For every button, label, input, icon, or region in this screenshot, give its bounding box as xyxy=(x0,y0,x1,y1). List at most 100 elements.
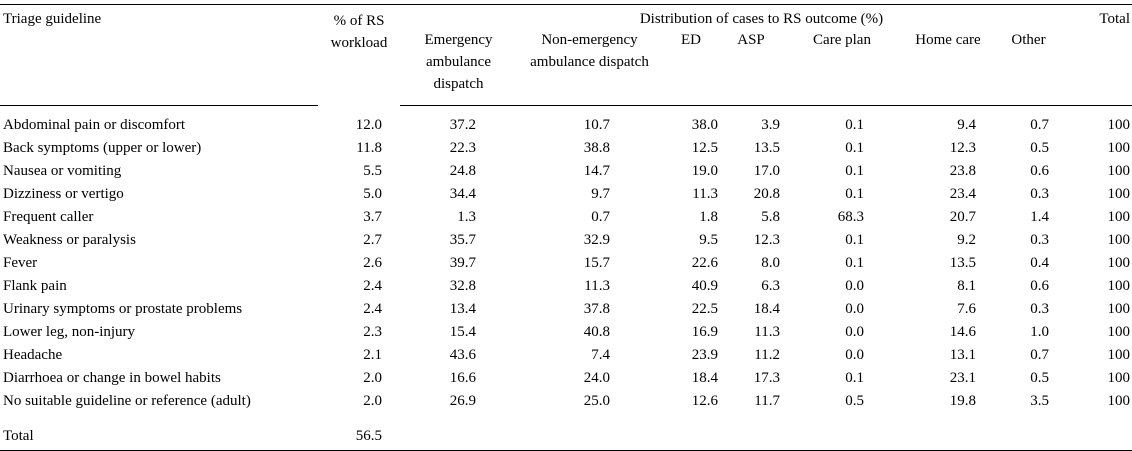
total-workload: 56.5 xyxy=(318,421,400,451)
table-row: Lower leg, non-injury 2.3 15.4 40.8 16.9 11.3… xyxy=(0,321,1132,344)
cell-other: 3.5 xyxy=(1030,393,1049,409)
cell-non-emergency: 15.7 xyxy=(583,255,610,271)
cell-workload: 11.8 xyxy=(356,140,382,156)
cell-emergency: 16.6 xyxy=(449,370,476,386)
table-row: Headache 2.1 43.6 7.4 23.9 11.2 0.0 13.1 0.7 100 xyxy=(0,344,1132,367)
cell-care-plan: 0.0 xyxy=(845,324,864,340)
cell-guideline: Headache xyxy=(3,347,63,363)
cell-total: 100 xyxy=(1107,209,1131,225)
cell-care-plan: 0.1 xyxy=(845,117,864,133)
cell-home-care: 23.8 xyxy=(949,163,976,179)
header-total: Total xyxy=(1063,4,1132,29)
cell-ed: 22.5 xyxy=(691,301,718,317)
cell-other: 0.6 xyxy=(1030,278,1049,294)
table-row: Weakness or paralysis 2.7 35.7 32.9 9.5 12.3 0… xyxy=(0,229,1132,252)
cell-asp: 3.9 xyxy=(761,117,780,133)
cell-ed: 1.8 xyxy=(699,209,718,225)
cell-emergency: 13.4 xyxy=(449,301,476,317)
cell-guideline: Back symptoms (upper or lower) xyxy=(3,140,202,156)
table-row: Abdominal pain or discomfort 12.0 37.2 10.7… xyxy=(0,106,1132,138)
table-row: Back symptoms (upper or lower) 11.8 22.3 38… xyxy=(0,137,1132,160)
cell-guideline: Nausea or vomiting xyxy=(3,163,122,179)
cell-other: 0.7 xyxy=(1030,347,1049,363)
cell-ed: 12.6 xyxy=(691,393,718,409)
cell-guideline: Fever xyxy=(3,255,38,271)
header-other: Other xyxy=(994,29,1063,106)
cell-home-care: 8.1 xyxy=(957,278,976,294)
cell-care-plan: 0.1 xyxy=(845,186,864,202)
cell-care-plan: 0.1 xyxy=(845,370,864,386)
cell-ed: 18.4 xyxy=(691,370,718,386)
cell-emergency: 15.4 xyxy=(449,324,476,340)
cell-ed: 11.3 xyxy=(692,186,718,202)
cell-asp: 8.0 xyxy=(761,255,780,271)
cell-asp: 11.3 xyxy=(754,324,780,340)
cell-asp: 17.0 xyxy=(753,163,780,179)
cell-home-care: 23.4 xyxy=(949,186,976,202)
cell-ed: 38.0 xyxy=(691,117,718,133)
cell-non-emergency: 11.3 xyxy=(584,278,610,294)
table-row: Urinary symptoms or prostate problems 2.4… xyxy=(0,298,1132,321)
cell-other: 0.6 xyxy=(1030,163,1049,179)
header-ed: ED xyxy=(662,29,720,106)
cell-ed: 9.5 xyxy=(699,232,718,248)
cell-guideline: Urinary symptoms or prostate problems xyxy=(3,301,243,317)
total-label: Total xyxy=(0,421,318,451)
cell-workload: 2.0 xyxy=(363,393,382,409)
cell-home-care: 13.5 xyxy=(949,255,976,271)
cell-workload: 2.4 xyxy=(363,301,382,317)
table-row: No suitable guideline or reference (adul… xyxy=(0,390,1132,413)
cell-asp: 20.8 xyxy=(753,186,780,202)
cell-workload: 5.0 xyxy=(363,186,382,202)
cell-other: 1.4 xyxy=(1030,209,1049,225)
cell-home-care: 19.8 xyxy=(949,393,976,409)
cell-care-plan: 0.1 xyxy=(845,255,864,271)
cell-asp: 5.8 xyxy=(761,209,780,225)
cell-care-plan: 68.3 xyxy=(837,209,864,225)
cell-ed: 19.0 xyxy=(691,163,718,179)
cell-other: 0.7 xyxy=(1030,117,1049,133)
triage-guideline-table: Triage guideline % of RS workload Distri… xyxy=(0,4,1132,451)
cell-guideline: Flank pain xyxy=(3,278,67,294)
cell-workload: 2.4 xyxy=(363,278,382,294)
cell-workload: 2.1 xyxy=(363,347,382,363)
cell-total: 100 xyxy=(1107,301,1131,317)
cell-emergency: 43.6 xyxy=(449,347,476,363)
cell-non-emergency: 40.8 xyxy=(583,324,610,340)
cell-ed: 16.9 xyxy=(691,324,718,340)
cell-ed: 40.9 xyxy=(691,278,718,294)
cell-total: 100 xyxy=(1107,117,1131,133)
header-distribution: Distribution of cases to RS outcome (%) xyxy=(400,4,1063,29)
cell-care-plan: 0.1 xyxy=(845,232,864,248)
cell-other: 1.0 xyxy=(1030,324,1049,340)
cell-non-emergency: 14.7 xyxy=(583,163,610,179)
table-row: Diarrhoea or change in bowel habits 2.0 16… xyxy=(0,367,1132,390)
cell-other: 0.5 xyxy=(1030,140,1049,156)
cell-other: 0.3 xyxy=(1030,186,1049,202)
cell-workload: 2.3 xyxy=(363,324,382,340)
cell-asp: 17.3 xyxy=(753,370,780,386)
cell-guideline: Lower leg, non-injury xyxy=(3,324,136,340)
cell-other: 0.5 xyxy=(1030,370,1049,386)
cell-total: 100 xyxy=(1107,232,1131,248)
cell-home-care: 7.6 xyxy=(957,301,976,317)
total-row: Total 56.5 xyxy=(0,421,1132,451)
cell-workload: 2.7 xyxy=(363,232,382,248)
cell-asp: 6.3 xyxy=(761,278,780,294)
cell-workload: 2.0 xyxy=(363,370,382,386)
cell-other: 0.3 xyxy=(1030,301,1049,317)
cell-ed: 22.6 xyxy=(691,255,718,271)
cell-total: 100 xyxy=(1107,163,1131,179)
cell-total: 100 xyxy=(1107,255,1131,271)
cell-asp: 18.4 xyxy=(753,301,780,317)
cell-emergency: 34.4 xyxy=(449,186,476,202)
cell-home-care: 14.6 xyxy=(949,324,976,340)
cell-non-emergency: 24.0 xyxy=(583,370,610,386)
cell-guideline: No suitable guideline or reference (adul… xyxy=(3,393,251,409)
header-rs-workload: % of RS workload xyxy=(318,4,400,106)
cell-asp: 11.2 xyxy=(754,347,780,363)
cell-emergency: 37.2 xyxy=(449,117,476,133)
table-row: Frequent caller 3.7 1.3 0.7 1.8 5.8 68.3 20.7 1.… xyxy=(0,206,1132,229)
cell-guideline: Abdominal pain or discomfort xyxy=(3,117,186,133)
header-triage-guideline: Triage guideline xyxy=(0,4,318,29)
